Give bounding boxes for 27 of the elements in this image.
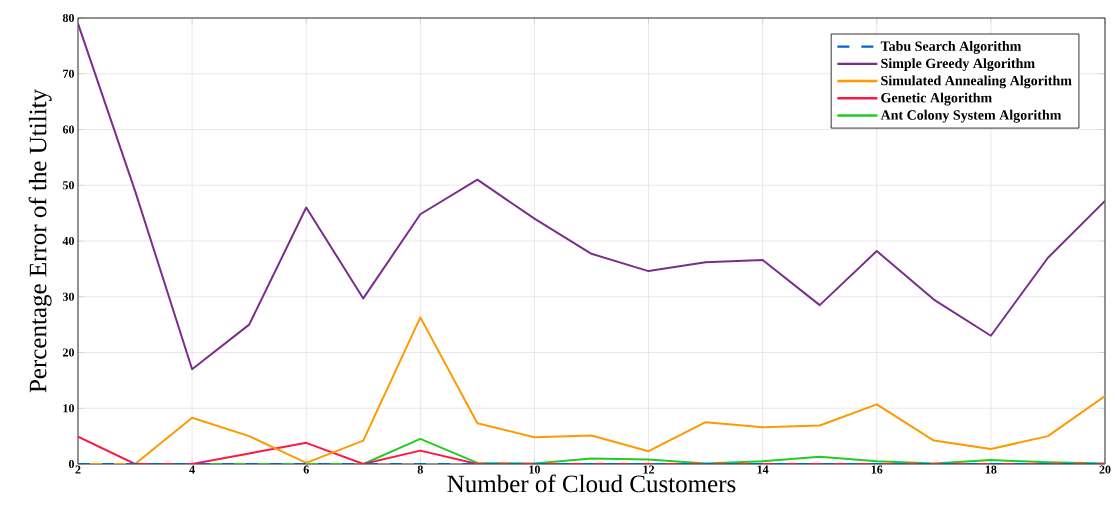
y-tick-label: 70: [63, 69, 75, 78]
x-tick-label: 14: [757, 465, 769, 474]
x-tick-label: 8: [417, 465, 423, 474]
y-tick-label: 40: [62, 236, 75, 246]
legend-label: Simulated Annealing Algorithm: [881, 75, 1072, 89]
x-tick-label: 18: [985, 465, 997, 474]
legend-label: Ant Colony System Algorithm: [880, 109, 1062, 123]
y-tick-label: 60: [62, 125, 75, 134]
y-tick-label: 30: [62, 292, 75, 301]
y-tick-label: 80: [62, 13, 75, 23]
x-tick-label: 12: [643, 465, 655, 474]
x-tick-label: 4: [189, 465, 195, 474]
x-tick-label: 6: [303, 465, 309, 474]
x-tick-label: 16: [871, 465, 883, 474]
legend-label: Tabu Search Algorithm: [880, 41, 1022, 54]
legend-label: Genetic Algorithm: [881, 92, 992, 106]
line-series: [78, 22, 1105, 371]
y-tick-label: 50: [62, 181, 75, 190]
y-tick-label: 20: [62, 348, 75, 357]
legend-label: Simple Greedy Algorithm: [881, 58, 1035, 72]
x-axis-title: Number of Cloud Customers: [447, 474, 736, 493]
x-tick-label: 10: [529, 465, 540, 474]
y-tick-label: 10: [63, 404, 75, 413]
y-axis-title: Percentage Error of the Utility: [28, 89, 52, 393]
x-tick-label: 20: [1099, 465, 1111, 474]
y-tick-label: 0: [68, 459, 75, 469]
x-tick-label: 2: [75, 465, 81, 474]
